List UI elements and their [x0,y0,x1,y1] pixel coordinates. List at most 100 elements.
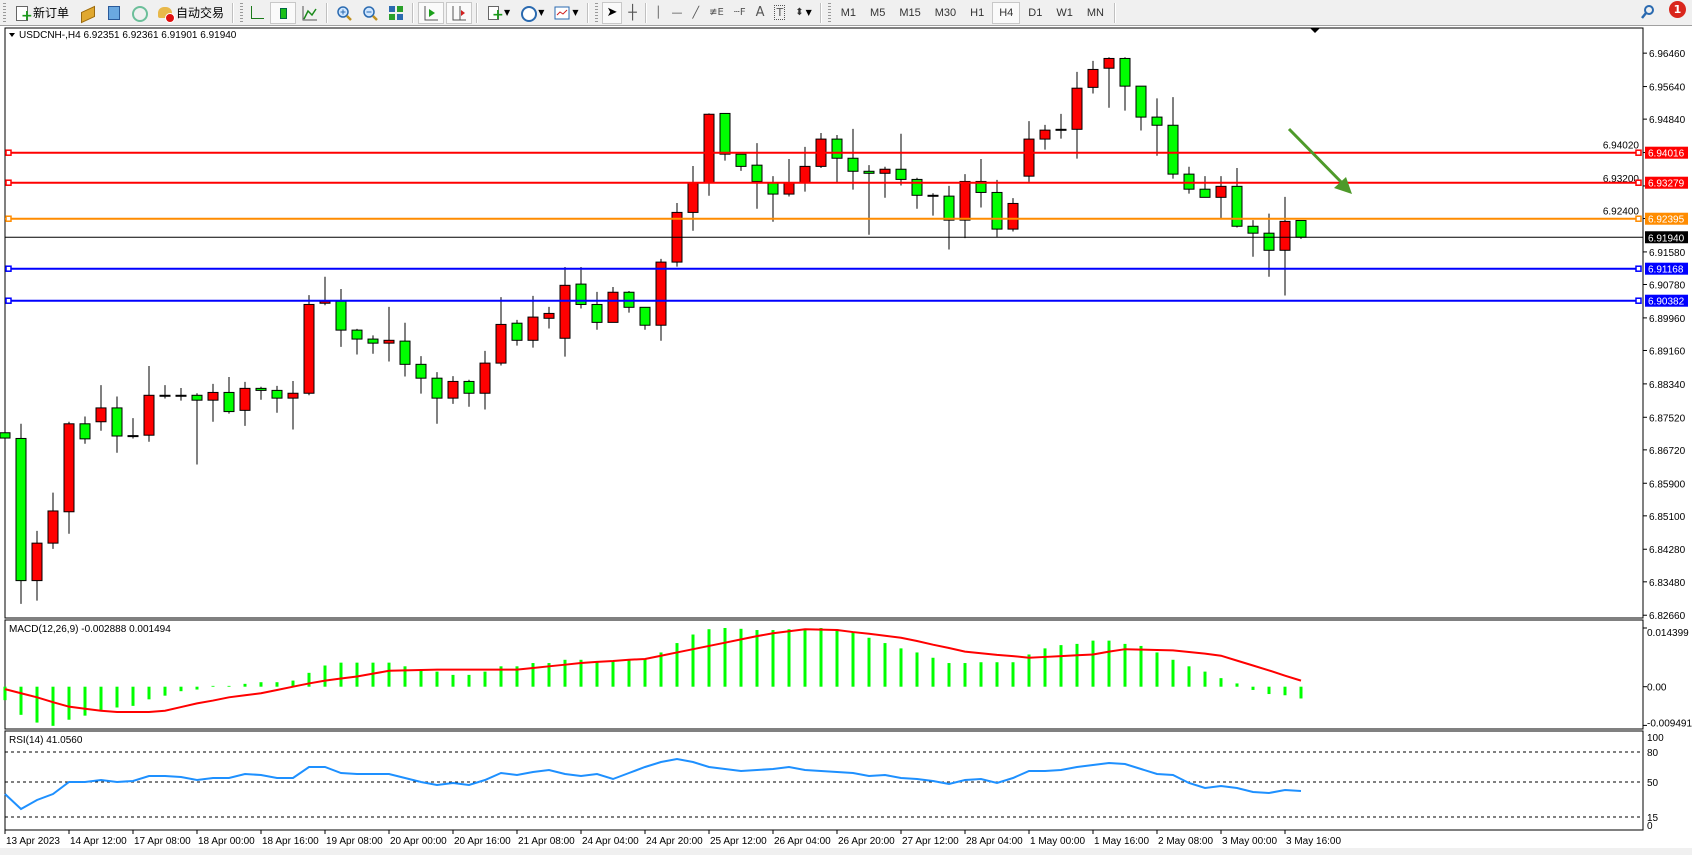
macd-histogram-bar [499,666,503,687]
horizontal-line-tool-button[interactable]: — [667,2,686,24]
toolbar-grip[interactable] [827,2,831,23]
timeframe-h1[interactable]: H1 [970,6,985,19]
current-price-tag [1645,231,1688,244]
zoom-out-icon [362,5,378,21]
timeframe-w1[interactable]: W1 [1056,6,1073,19]
bearish-candle-body [463,380,475,394]
time-axis-label: 27 Apr 12:00 [902,836,959,847]
signals-button[interactable] [127,2,151,24]
auto-scroll-button[interactable] [418,1,445,24]
indicators-button[interactable]: + ▼ [482,2,514,24]
fibonacci-tool-button[interactable]: ┄F [730,2,750,24]
search-button[interactable] [1640,4,1656,23]
market-watch-button[interactable] [75,2,99,24]
timeframe-mn[interactable]: MN [1086,6,1104,19]
cursor-tool-button[interactable]: ➤ [601,1,623,24]
macd-histogram-bar [67,686,71,720]
navigator-button[interactable] [101,2,125,24]
time-axis-label: 21 Apr 08:00 [518,836,575,847]
bar-chart-button[interactable] [247,2,268,24]
signal-icon [131,5,149,22]
timeframe-h4[interactable]: H4 [992,1,1021,24]
candlestick-chart-button[interactable] [270,1,297,24]
toolbar-grip[interactable] [240,2,244,23]
candle [863,165,875,235]
candle [1215,176,1227,219]
macd-histogram-bar [691,634,695,687]
zoom-in-button[interactable] [332,2,356,24]
tile-windows-button[interactable] [384,2,408,24]
chart-shift-button[interactable] [446,1,473,24]
new-order-button[interactable]: + 新订单 [10,2,73,24]
candle [703,113,715,196]
bearish-candle-body [367,338,379,344]
notification-badge[interactable]: 1 [1669,1,1686,18]
bearish-candle-body [575,283,587,305]
line-handle [1635,265,1642,272]
candle [719,112,731,161]
line-handle [1635,215,1642,222]
candle [831,135,843,183]
time-axis-label: 26 Apr 04:00 [774,836,831,847]
candle [399,322,411,377]
line-handle [1635,179,1642,186]
text-tool-button[interactable]: A [752,2,769,24]
line-handle [5,149,12,156]
timeframe-m5[interactable]: M5 [870,6,886,19]
time-axis-label: 20 Apr 00:00 [390,836,447,847]
book-icon [79,5,96,23]
arrows-tool-button[interactable]: ⬍ ▼ [791,2,816,24]
macd-histogram-bar [579,659,583,687]
line-chart-button[interactable] [298,2,322,24]
time-axis-label: 17 Apr 08:00 [134,836,191,847]
price-tick-label: 6.85900 [1649,479,1686,490]
toolbar-grip[interactable] [594,2,598,23]
bullish-candle-body [127,435,139,438]
macd-histogram-bar [339,662,343,687]
macd-histogram-bar [771,630,775,687]
candle [671,203,683,267]
bearish-candle-body [335,300,347,331]
timeframe-m1[interactable]: M1 [840,6,857,19]
macd-histogram-bar [51,686,55,726]
zoom-out-button[interactable] [358,2,382,24]
timeframe-m15[interactable]: M15 [899,6,921,19]
price-tick-label: 6.95640 [1649,83,1686,94]
bearish-candle-body [719,112,731,155]
equidistant-channel-tool-button[interactable]: ≢E [705,2,728,24]
macd-histogram-bar [883,643,887,687]
divider [232,2,235,23]
macd-panel [4,619,1644,730]
candle [511,319,523,346]
auto-trading-button[interactable]: 自动交易 [153,2,228,24]
bearish-candle-body [623,291,635,308]
periodicity-button[interactable]: ▼ [516,2,548,24]
divider [326,2,329,23]
price-tick-label: 6.85100 [1649,512,1686,523]
bullish-candle-body [159,394,171,397]
trendline-tool-button[interactable]: ╱ [688,2,703,24]
bearish-candle-body [895,168,907,180]
candle [1183,166,1195,194]
text-label-tool-button[interactable]: T [770,2,789,24]
templates-button[interactable]: ▼ [550,2,582,24]
toolbar-grip[interactable] [3,2,6,23]
macd-histogram-bar [211,685,215,687]
candle [383,306,395,362]
bearish-candle-body [991,191,1003,230]
divider [586,2,589,23]
vertical-line-tool-button[interactable]: │ [651,2,666,24]
candle [991,179,1003,237]
crosshair-tool-button[interactable]: ┼ [624,2,640,24]
price-tick-label: 6.96460 [1649,49,1686,60]
time-axis-label: 19 Apr 08:00 [326,836,383,847]
candle [271,385,283,413]
timeframe-m30[interactable]: M30 [934,6,957,19]
price-tag [1645,262,1688,275]
macd-histogram-bar [419,669,423,687]
bearish-candle-body [591,303,603,323]
bearish-candle-body [767,182,779,195]
candle [927,193,939,216]
timeframe-d1[interactable]: D1 [1028,6,1043,19]
